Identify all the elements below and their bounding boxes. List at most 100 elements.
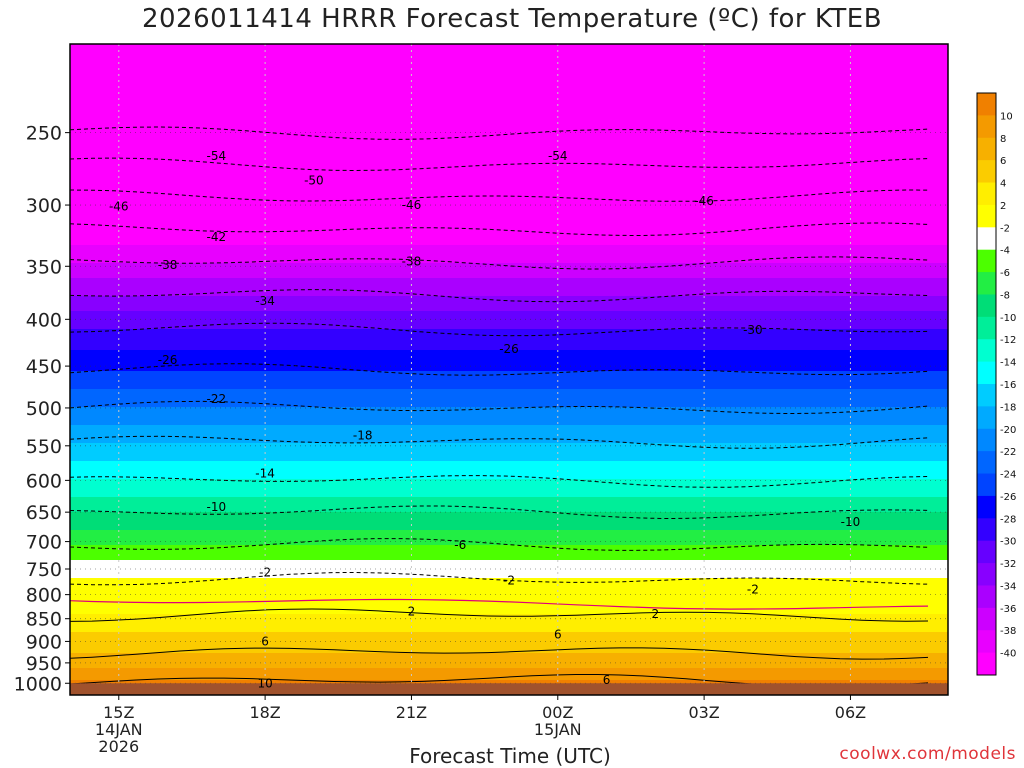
temp-band [70, 206, 948, 210]
colorbar-tick-label: 4 [1000, 179, 1006, 190]
temp-band [70, 119, 948, 123]
colorbar-tick-label: -10 [1000, 313, 1016, 324]
temp-band [70, 194, 948, 198]
temp-band [70, 350, 948, 354]
y-tick-label: 700 [26, 532, 62, 554]
temp-band [70, 422, 948, 426]
x-tick-label: 18Z [249, 703, 280, 722]
temp-band [70, 329, 948, 333]
contour-label: -22 [207, 392, 227, 406]
temp-band [70, 326, 948, 330]
temp-band [70, 638, 948, 642]
temp-band [70, 59, 948, 63]
contour-label: 6 [261, 634, 269, 648]
temp-band [70, 161, 948, 165]
temp-band [70, 506, 948, 510]
x-tick-label: 03Z [688, 703, 719, 722]
temp-band [70, 95, 948, 99]
colorbar-tick-label: -30 [1000, 537, 1016, 548]
temp-band [70, 497, 948, 501]
temp-band [70, 557, 948, 561]
temp-band [70, 509, 948, 513]
temp-band [70, 494, 948, 498]
temp-band [70, 113, 948, 117]
contour-line [69, 363, 929, 376]
y-tick-label: 400 [26, 309, 62, 331]
temp-band [70, 68, 948, 72]
temp-band [70, 644, 948, 648]
colorbar-tick-label: 6 [1000, 156, 1006, 167]
x-tick-label: 15Z [103, 703, 134, 722]
contour-line [69, 157, 929, 172]
temp-band [70, 341, 948, 345]
colorbar-swatch [977, 339, 996, 363]
contour-label: 2 [408, 605, 416, 619]
temp-band [70, 377, 948, 381]
contour-label: -46 [109, 199, 129, 213]
temp-band [70, 53, 948, 57]
temp-band [70, 314, 948, 318]
temp-band [70, 134, 948, 138]
contour-line [69, 647, 929, 660]
temp-band [70, 104, 948, 108]
temp-band [70, 56, 948, 60]
contour-label: -46 [402, 198, 422, 212]
contour-line [69, 571, 929, 586]
temp-band [70, 62, 948, 66]
temp-band [70, 668, 948, 672]
temp-band [70, 140, 948, 144]
temp-band [70, 425, 948, 429]
contour-label: -54 [548, 149, 568, 163]
contour-line [69, 475, 929, 488]
temp-band [70, 647, 948, 651]
y-tick-label: 900 [26, 631, 62, 653]
temp-band [70, 137, 948, 141]
temp-band [70, 92, 948, 96]
contour-label: -54 [207, 149, 227, 163]
colorbar-swatch [977, 272, 996, 295]
temp-band [70, 209, 948, 213]
y-tick-label: 250 [26, 123, 62, 145]
temp-band [70, 128, 948, 132]
temp-band [70, 272, 948, 276]
temp-band [70, 158, 948, 162]
credit-link[interactable]: coolwx.com/models [839, 744, 1016, 764]
temp-band [70, 260, 948, 264]
temp-band [70, 155, 948, 159]
x-tick-label: 2026 [98, 737, 139, 756]
contour-label: -10 [841, 515, 861, 529]
temp-band [70, 524, 948, 528]
temp-band [70, 380, 948, 384]
temp-band [70, 473, 948, 477]
temp-band [70, 446, 948, 450]
temp-band [70, 665, 948, 669]
temp-band [70, 449, 948, 453]
temp-band [70, 578, 948, 582]
colorbar-tick-label: -6 [1000, 268, 1010, 279]
temp-band [70, 542, 948, 546]
temp-band [70, 539, 948, 543]
temp-band [70, 347, 948, 351]
temp-band [70, 392, 948, 396]
colorbar-tick-label: -26 [1000, 492, 1016, 503]
y-tick-label: 800 [26, 585, 62, 607]
temp-band [70, 71, 948, 75]
temp-band [70, 416, 948, 420]
temp-band [70, 131, 948, 135]
temp-band [70, 344, 948, 348]
colorbar-swatch [977, 585, 996, 609]
colorbar-swatch [977, 518, 996, 542]
temp-band [70, 143, 948, 147]
temp-band [70, 281, 948, 285]
temp-band [70, 626, 948, 630]
temp-band [70, 671, 948, 675]
colorbar-tick-label: -32 [1000, 559, 1016, 570]
temp-band [70, 323, 948, 327]
temp-band [70, 266, 948, 270]
contour-line [69, 400, 929, 415]
temp-band [70, 308, 948, 312]
colorbar-tick-label: 10 [1000, 111, 1013, 122]
temp-band [70, 677, 948, 681]
colorbar-swatch [977, 93, 996, 116]
contour-label: -10 [207, 500, 227, 514]
